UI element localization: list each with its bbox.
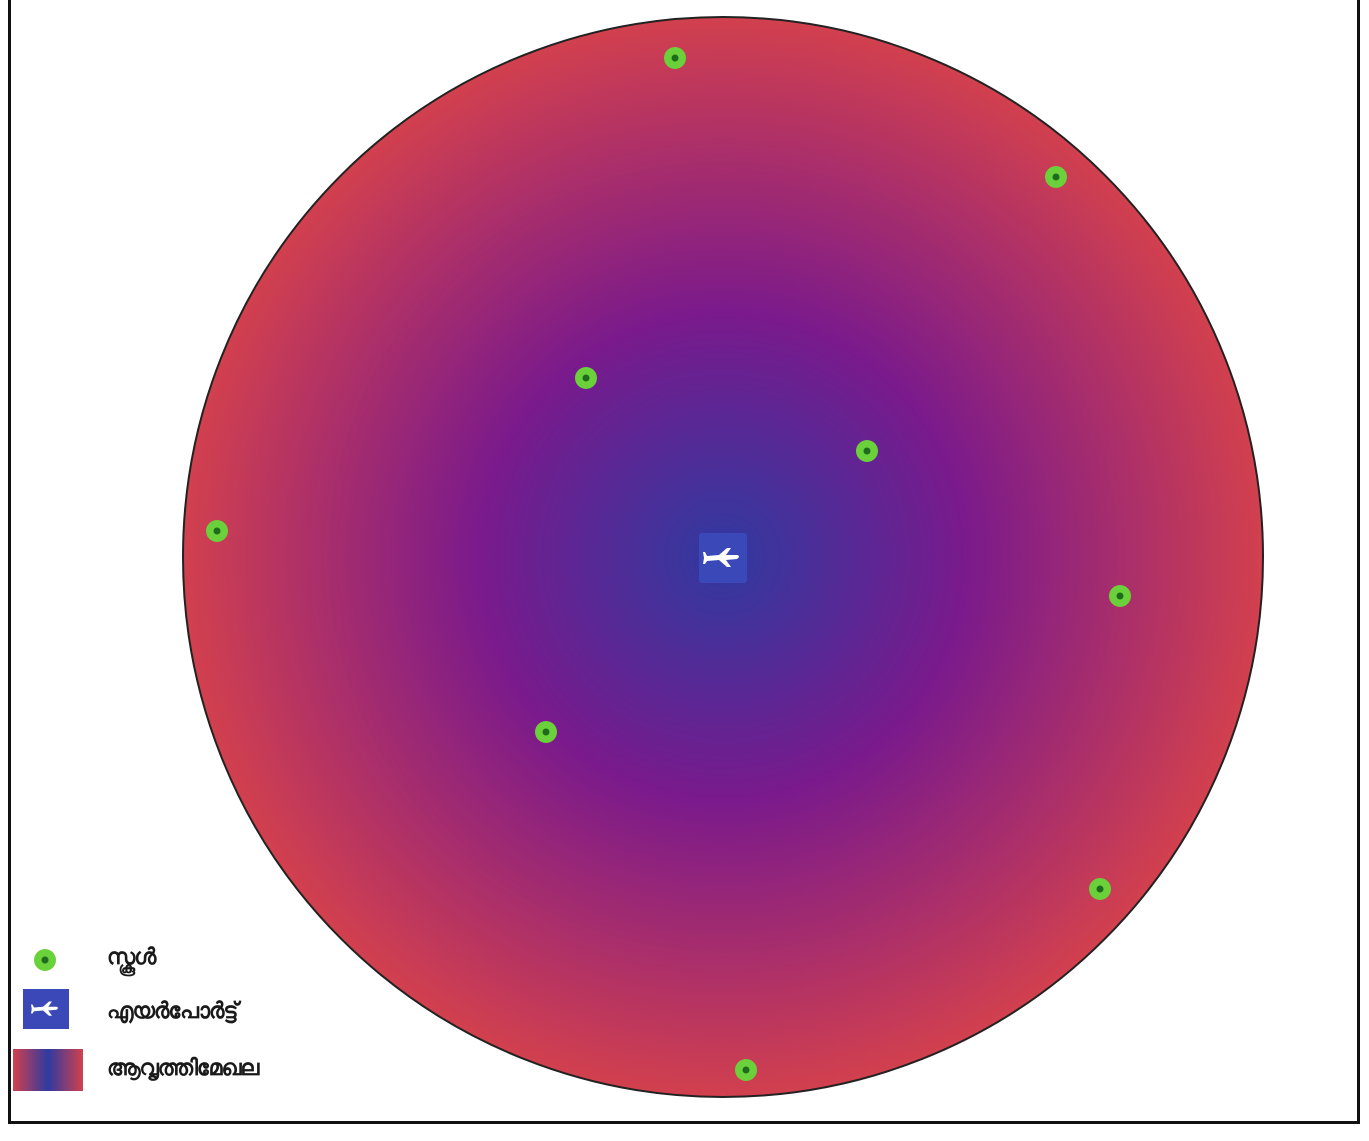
legend-school-icon	[34, 949, 56, 971]
school-dot-center	[863, 447, 871, 455]
school-dot-center	[671, 54, 679, 62]
school-marker[interactable]	[1045, 166, 1067, 188]
school-dot-center	[742, 1066, 750, 1074]
airplane-icon	[31, 1001, 58, 1016]
school-dot-center	[582, 374, 590, 382]
schools-layer	[206, 47, 1131, 1081]
map-frame: സ്കൂൾ എയർപോർട്ട് ആവൃത്തിമേഖല	[8, 0, 1360, 1124]
airplane-icon	[703, 548, 739, 567]
school-dot-center	[1116, 592, 1124, 600]
school-marker[interactable]	[206, 520, 228, 542]
school-marker[interactable]	[856, 440, 878, 462]
school-marker[interactable]	[535, 721, 557, 743]
airport-marker[interactable]	[699, 533, 747, 583]
school-dot-center	[542, 728, 550, 736]
school-marker[interactable]	[575, 367, 597, 389]
school-marker[interactable]	[664, 47, 686, 69]
legend-zone-swatch	[13, 1049, 83, 1091]
map-canvas	[182, 16, 1264, 1098]
legend-airport-label: എയർപോർട്ട്	[107, 999, 238, 1024]
school-dot-center	[213, 527, 221, 535]
school-marker[interactable]	[735, 1059, 757, 1081]
legend-zone-label: ആവൃത്തിമേഖല	[107, 1056, 259, 1081]
legend-school-label: സ്കൂൾ	[107, 945, 156, 970]
school-dot-center	[1052, 173, 1060, 181]
school-marker[interactable]	[1109, 585, 1131, 607]
school-marker[interactable]	[1089, 878, 1111, 900]
school-dot-center	[1096, 885, 1104, 893]
legend-airport-icon	[23, 989, 69, 1029]
